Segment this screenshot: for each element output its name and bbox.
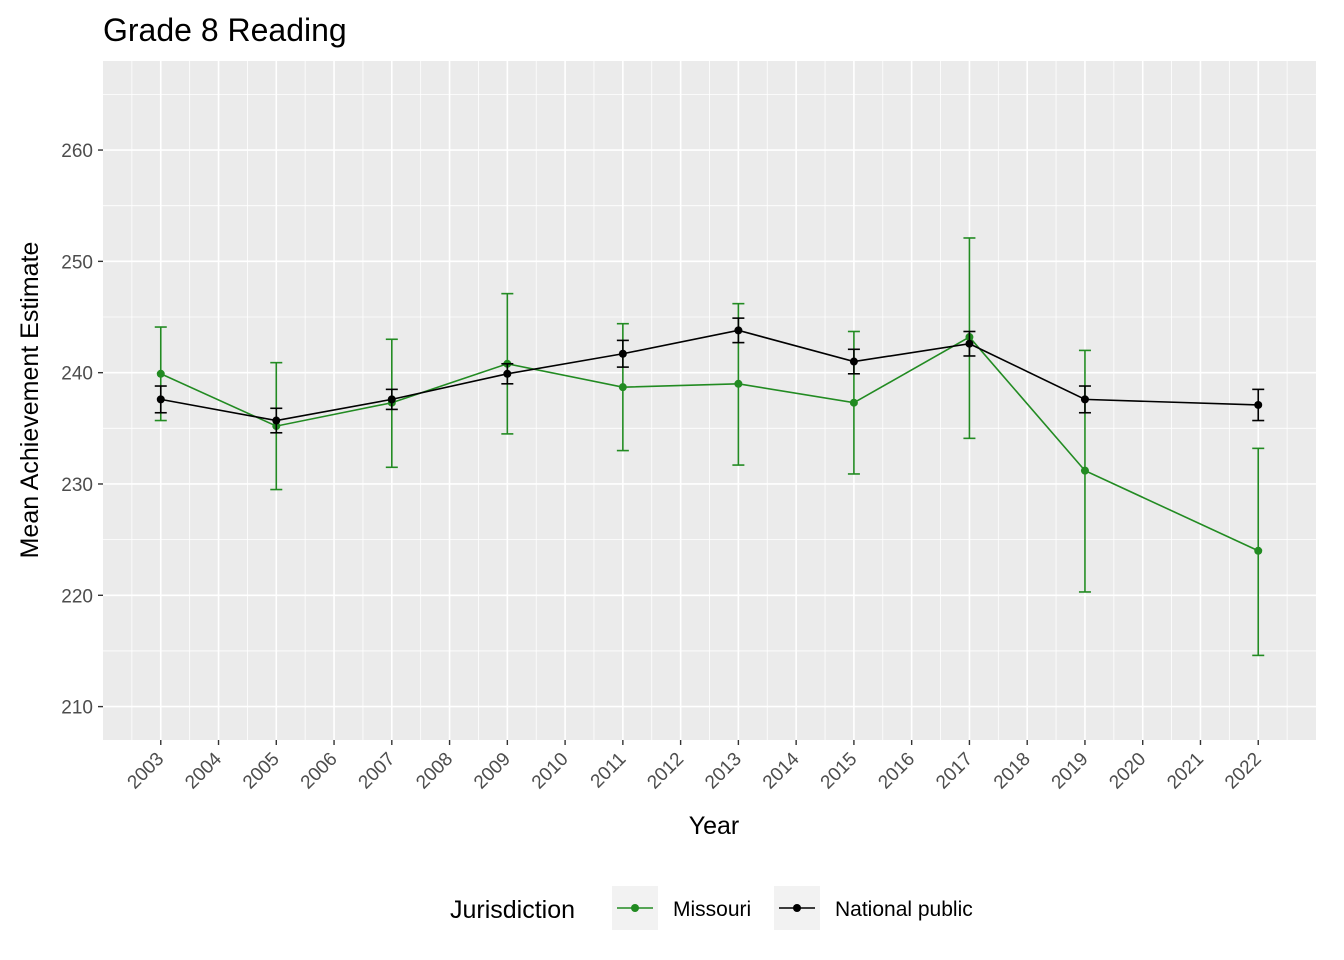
x-tick-label: 2006: [297, 749, 342, 794]
data-point-national-public: [734, 326, 743, 335]
x-tick-label: 2018: [990, 749, 1035, 794]
series-missouri: [154, 237, 1265, 657]
data-point-missouri: [734, 379, 743, 388]
legend-label-missouri: Missouri: [673, 898, 751, 921]
data-point-missouri: [156, 369, 165, 378]
x-tick-label: 2003: [124, 749, 169, 794]
data-point-national-public: [272, 416, 281, 425]
minor-gridlines: [103, 61, 1316, 740]
legend-point-missouri: [631, 904, 639, 912]
x-tick-label: 2022: [1221, 749, 1266, 794]
legend-item-missouri: Missouri: [612, 886, 751, 930]
x-tick-label: 2014: [759, 748, 804, 793]
x-axis-title: Year: [689, 812, 740, 840]
series-line-national-public: [160, 329, 1259, 422]
legend: Jurisdiction Missouri National public: [450, 886, 973, 930]
y-tick-label: 230: [61, 475, 93, 496]
x-tick-label: 2012: [643, 749, 688, 794]
x-tick-label: 2011: [587, 749, 631, 793]
x-tick-label: 2019: [1048, 749, 1093, 794]
legend-label-national-public: National public: [835, 898, 973, 921]
y-axis: 210 220 230 240 250 260: [61, 141, 103, 719]
legend-item-national-public: National public: [774, 886, 973, 930]
x-tick-label: 2016: [874, 749, 919, 794]
legend-point-national-public: [793, 904, 801, 912]
data-point-national-public: [503, 369, 512, 378]
data-point-national-public: [1080, 395, 1089, 404]
data-point-missouri: [618, 383, 627, 392]
x-tick-label: 2017: [932, 749, 977, 794]
data-point-national-public: [387, 395, 396, 404]
x-tick-label: 2013: [701, 749, 746, 794]
y-tick-label: 250: [61, 252, 93, 273]
x-tick-label: 2021: [1163, 749, 1208, 794]
data-point-missouri: [849, 398, 858, 407]
y-tick-label: 260: [61, 141, 93, 162]
series-national-public: [154, 317, 1265, 434]
x-tick-label: 2009: [470, 749, 515, 794]
x-tick-label: 2010: [528, 749, 573, 794]
data-point-national-public: [618, 349, 627, 358]
series-line-missouri: [160, 336, 1259, 552]
legend-title: Jurisdiction: [450, 896, 575, 924]
y-tick-label: 240: [61, 364, 93, 385]
x-tick-label: 2020: [1106, 749, 1151, 794]
x-tick-label: 2015: [817, 749, 862, 794]
x-axis: 2003 2004 2005 2006 2007 2008 2009 2010 2011 2012…: [124, 740, 1266, 793]
data-point-national-public: [156, 395, 165, 404]
data-point-national-public: [965, 339, 974, 348]
y-axis-title: Mean Achievement Estimate: [16, 242, 44, 559]
data-point-missouri: [1080, 466, 1089, 475]
series-layer: [154, 237, 1265, 657]
data-point-missouri: [1254, 546, 1263, 555]
y-tick-label: 220: [61, 586, 93, 607]
x-tick-label: 2004: [181, 748, 226, 793]
data-point-national-public: [849, 357, 858, 366]
data-point-national-public: [1254, 400, 1263, 409]
x-tick-label: 2008: [412, 749, 457, 794]
chart-title: Grade 8 Reading: [103, 12, 347, 48]
y-tick-label: 210: [61, 698, 93, 719]
x-tick-label: 2007: [355, 749, 400, 794]
x-tick-label: 2005: [239, 749, 284, 794]
